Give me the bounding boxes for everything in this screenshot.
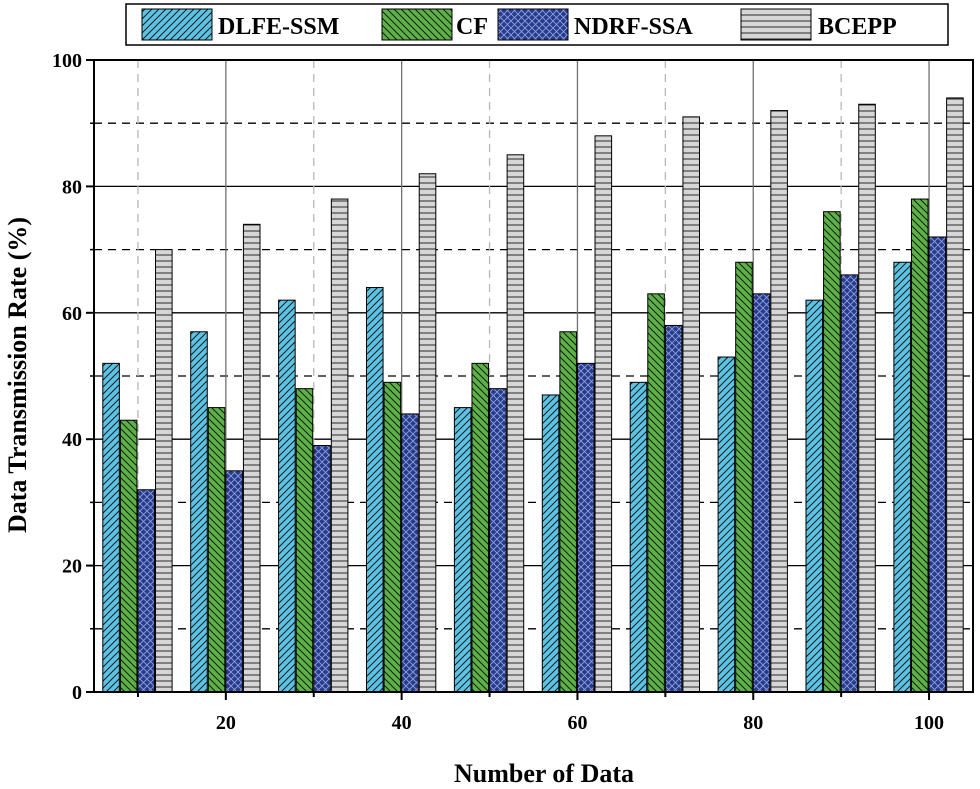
bar-cf [823, 211, 841, 693]
bar-cf [119, 419, 138, 693]
bar-bcepp [946, 97, 964, 693]
bar-ndrf-ssa [576, 362, 595, 693]
bar-dlfe-ssm [541, 394, 560, 693]
bar-dlfe-ssm [365, 287, 384, 693]
bar-ndrf-ssa [489, 388, 507, 693]
bar-ndrf-ssa [752, 293, 771, 693]
bar-ndrf-ssa [401, 413, 419, 693]
bar-bcepp [418, 173, 437, 693]
legend-swatch-dlfe-ssm [141, 8, 213, 41]
bar-bcepp [682, 116, 701, 693]
bar-dlfe-ssm [453, 407, 472, 693]
x-tick-label: 20 [216, 712, 236, 734]
bar-bcepp [770, 110, 788, 693]
x-tick-label: 60 [567, 712, 587, 734]
bar-dlfe-ssm [190, 331, 208, 693]
legend-label-cf: CF [456, 14, 488, 40]
bar-ndrf-ssa [928, 236, 947, 693]
bar-cf [471, 362, 490, 693]
x-tick-label: 80 [743, 712, 763, 734]
bar-ndrf-ssa [664, 324, 683, 693]
bar-cf [910, 198, 929, 693]
bar-bcepp [330, 198, 349, 693]
bar-ndrf-ssa [313, 445, 331, 693]
bars [102, 97, 964, 693]
bar-ndrf-ssa [225, 470, 243, 693]
legend-swatch-bcepp [740, 8, 812, 41]
y-tick-label: 40 [62, 429, 82, 451]
bar-cf [295, 388, 314, 693]
x-axis-title: Number of Data [454, 759, 634, 788]
y-tick-label: 20 [62, 556, 82, 578]
y-tick-label: 60 [62, 303, 82, 325]
bar-ndrf-ssa [137, 489, 156, 693]
bar-dlfe-ssm [893, 261, 911, 693]
y-tick-label: 0 [72, 682, 82, 704]
legend-label-bcepp: BCEPP [818, 14, 897, 40]
bar-dlfe-ssm [805, 299, 824, 693]
legend-swatch-cf [381, 8, 453, 41]
bar-bcepp [858, 103, 876, 693]
bar-bcepp [594, 135, 613, 693]
legend-label-ndrf-ssa: NDRF-SSA [574, 14, 693, 40]
x-tick-label: 40 [392, 712, 412, 734]
axes: 0 20 40 60 80 100 20 40 60 80 100 [52, 50, 974, 734]
legend-label-dlfe-ssm: DLFE-SSM [218, 14, 339, 40]
bar-dlfe-ssm [278, 299, 296, 693]
bar-dlfe-ssm [102, 362, 120, 693]
bar-cf [383, 381, 402, 693]
bar-bcepp [242, 223, 261, 693]
legend-swatch-ndrf-ssa [497, 8, 569, 41]
bar-ndrf-ssa [840, 274, 859, 693]
bar-dlfe-ssm [717, 356, 736, 693]
y-tick-label: 80 [62, 176, 82, 198]
bar-bcepp [506, 154, 525, 693]
bar-cf [647, 293, 665, 693]
bar-cf [559, 331, 577, 693]
y-axis-title: Data Transmission Rate (%) [3, 217, 32, 533]
bar-bcepp [155, 249, 173, 693]
legend: DLFE-SSM CF NDRF-SSA BCEPP [125, 3, 949, 46]
bar-cf [207, 407, 226, 693]
bar-dlfe-ssm [629, 381, 648, 693]
x-tick-label: 100 [914, 712, 944, 734]
bar-cf [735, 261, 753, 693]
y-tick-label: 100 [52, 50, 82, 72]
